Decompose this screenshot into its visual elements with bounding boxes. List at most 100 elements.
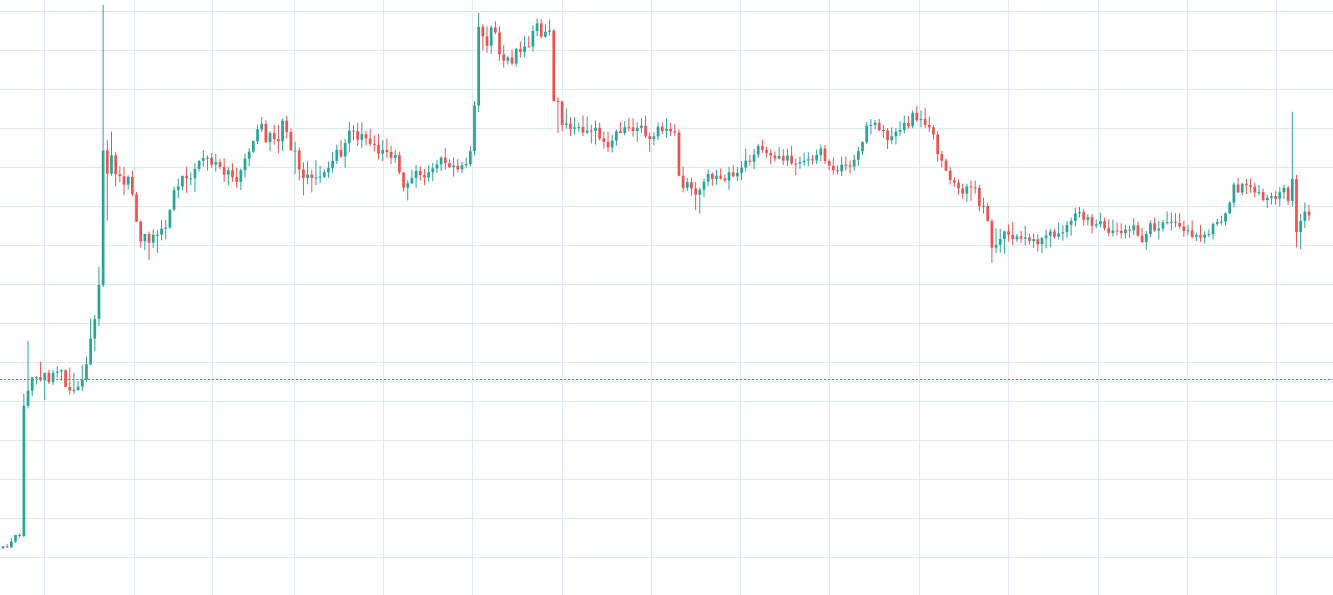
candle xyxy=(781,149,785,165)
candle-body-up xyxy=(1299,220,1303,233)
candle xyxy=(936,130,940,162)
candle xyxy=(377,133,380,160)
candle xyxy=(1265,194,1269,208)
candle-body-up xyxy=(1078,212,1081,214)
candle xyxy=(39,362,42,382)
candle-body-down xyxy=(915,112,919,121)
candle xyxy=(998,228,1002,253)
candle-body-up xyxy=(1073,213,1077,221)
candle xyxy=(589,124,593,144)
candle-body-up xyxy=(1232,184,1236,203)
candle xyxy=(806,152,810,167)
candle xyxy=(185,166,188,193)
candle-body-up xyxy=(685,182,689,188)
candle xyxy=(690,178,693,196)
candle-body-up xyxy=(260,123,264,130)
candle xyxy=(468,146,472,167)
candle xyxy=(623,121,627,136)
candle xyxy=(882,125,885,139)
candle xyxy=(861,141,864,156)
candle xyxy=(907,116,910,129)
candle-body-up xyxy=(815,155,818,161)
candle-body-down xyxy=(694,188,697,195)
candle-body-up xyxy=(865,125,869,143)
candle-body-down xyxy=(1249,184,1252,187)
candle-body-up xyxy=(1065,224,1069,233)
candle xyxy=(110,131,113,176)
candle-body-down xyxy=(1140,235,1144,243)
candle-body-down xyxy=(1107,228,1111,233)
candle xyxy=(519,41,522,58)
candle-body-up xyxy=(1165,222,1169,224)
candle-body-up xyxy=(902,122,906,130)
candle-body-up xyxy=(1032,239,1035,242)
candle-body-up xyxy=(381,149,385,154)
candle xyxy=(990,219,994,263)
candle xyxy=(656,122,660,141)
candle-body-down xyxy=(1007,231,1010,235)
candle-body-up xyxy=(201,157,205,161)
candle xyxy=(619,121,622,134)
candle xyxy=(418,166,422,181)
candle xyxy=(1140,227,1144,244)
candle-body-down xyxy=(877,122,881,131)
candle xyxy=(756,143,760,159)
candle xyxy=(1107,219,1111,237)
candle-body-up xyxy=(1124,229,1127,234)
candle-body-up xyxy=(1265,197,1269,201)
candle xyxy=(297,147,301,181)
candle xyxy=(318,165,322,184)
candle xyxy=(322,169,326,179)
candle xyxy=(76,380,80,391)
candle xyxy=(615,129,618,146)
candle-body-up xyxy=(1278,192,1282,199)
candle-body-up xyxy=(489,27,493,46)
candle xyxy=(1157,221,1161,240)
candle-body-down xyxy=(1245,183,1248,185)
candle xyxy=(481,24,485,51)
candle-body-up xyxy=(840,164,844,172)
candle xyxy=(736,166,739,182)
candle-body-down xyxy=(1103,221,1106,229)
candle-body-up xyxy=(189,178,193,180)
candle xyxy=(1136,221,1140,237)
candle-body-down xyxy=(147,233,151,243)
candle-body-up xyxy=(76,386,80,391)
candle-body-down xyxy=(794,163,798,165)
candle xyxy=(1303,202,1307,228)
candle xyxy=(531,25,535,52)
candle xyxy=(673,124,677,136)
candle xyxy=(1044,229,1048,249)
candle-body-up xyxy=(93,319,97,339)
candle-body-down xyxy=(139,221,143,242)
candle-body-up xyxy=(1211,223,1215,235)
candle-body-up xyxy=(1149,223,1152,235)
candle-body-up xyxy=(727,172,731,181)
candle xyxy=(594,120,597,145)
candle xyxy=(389,145,393,165)
candle-body-down xyxy=(1082,212,1086,220)
candle-body-down xyxy=(527,46,531,48)
candle xyxy=(218,159,222,170)
candle-body-down xyxy=(748,160,752,162)
candle-body-down xyxy=(1182,226,1186,231)
candle-body-down xyxy=(932,127,935,135)
candle xyxy=(1132,217,1136,236)
candle-body-up xyxy=(393,155,397,158)
candle xyxy=(510,49,514,66)
candle-body-down xyxy=(47,372,51,383)
candle xyxy=(210,152,213,168)
candle-body-up xyxy=(318,176,322,178)
candle-body-up xyxy=(615,131,618,141)
candle-body-up xyxy=(1203,234,1207,238)
candle xyxy=(539,19,543,39)
candle xyxy=(423,168,426,186)
candle xyxy=(485,26,489,53)
candle-body-down xyxy=(377,144,380,154)
candle-body-down xyxy=(581,126,585,133)
candle xyxy=(293,141,297,174)
candle-body-up xyxy=(97,285,101,320)
candle-body-up xyxy=(652,136,656,140)
